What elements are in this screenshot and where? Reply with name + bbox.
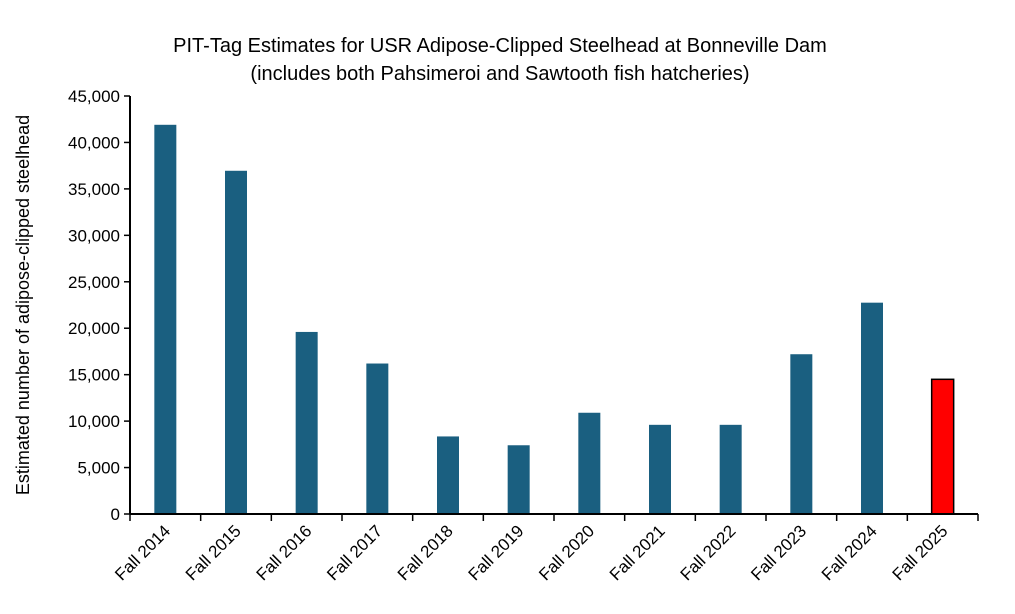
x-tick-label: Fall 2016 bbox=[253, 521, 316, 584]
y-tick-label: 30,000 bbox=[68, 226, 120, 245]
x-tick-label: Fall 2020 bbox=[535, 521, 598, 584]
y-tick-label: 20,000 bbox=[68, 319, 120, 338]
y-tick-label: 40,000 bbox=[68, 133, 120, 152]
bar-fall-2023 bbox=[790, 354, 813, 514]
x-tick-label: Fall 2024 bbox=[818, 521, 881, 584]
y-tick-label: 0 bbox=[111, 505, 120, 524]
y-tick-label: 15,000 bbox=[68, 366, 120, 385]
y-tick-label: 35,000 bbox=[68, 180, 120, 199]
bar-fall-2022 bbox=[719, 424, 742, 514]
y-axis-label: Estimated number of adipose-clipped stee… bbox=[13, 115, 33, 495]
bar-fall-2021 bbox=[649, 424, 671, 514]
y-tick-label: 45,000 bbox=[68, 87, 120, 106]
x-tick-label: Fall 2014 bbox=[111, 521, 174, 584]
x-tick-label: Fall 2021 bbox=[606, 521, 669, 584]
x-tick-label: Fall 2015 bbox=[182, 521, 245, 584]
x-tick-label: Fall 2022 bbox=[677, 521, 740, 584]
x-tick-label: Fall 2017 bbox=[323, 521, 386, 584]
bar-fall-2016 bbox=[295, 331, 318, 514]
y-tick-label: 5,000 bbox=[77, 459, 120, 478]
bar-fall-2014 bbox=[154, 124, 177, 514]
bar-fall-2024 bbox=[861, 302, 883, 514]
bar-fall-2020 bbox=[578, 412, 601, 514]
x-tick-label: Fall 2023 bbox=[747, 521, 810, 584]
bar-fall-2015 bbox=[225, 170, 247, 514]
bar-fall-2025 bbox=[930, 378, 955, 515]
x-tick-label: Fall 2018 bbox=[394, 521, 457, 584]
chart-title: PIT-Tag Estimates for USR Adipose-Clippe… bbox=[173, 35, 827, 57]
bar-fall-2018 bbox=[437, 436, 459, 514]
chart-subtitle: (includes both Pahsimeroi and Sawtooth f… bbox=[250, 63, 749, 85]
y-tick-label: 25,000 bbox=[68, 273, 120, 292]
y-tick-label: 10,000 bbox=[68, 412, 120, 431]
bar-fall-2019 bbox=[507, 445, 530, 514]
x-tick-label: Fall 2019 bbox=[465, 521, 528, 584]
bar-fall-2017 bbox=[366, 363, 389, 514]
x-tick-label: Fall 2025 bbox=[889, 521, 952, 584]
